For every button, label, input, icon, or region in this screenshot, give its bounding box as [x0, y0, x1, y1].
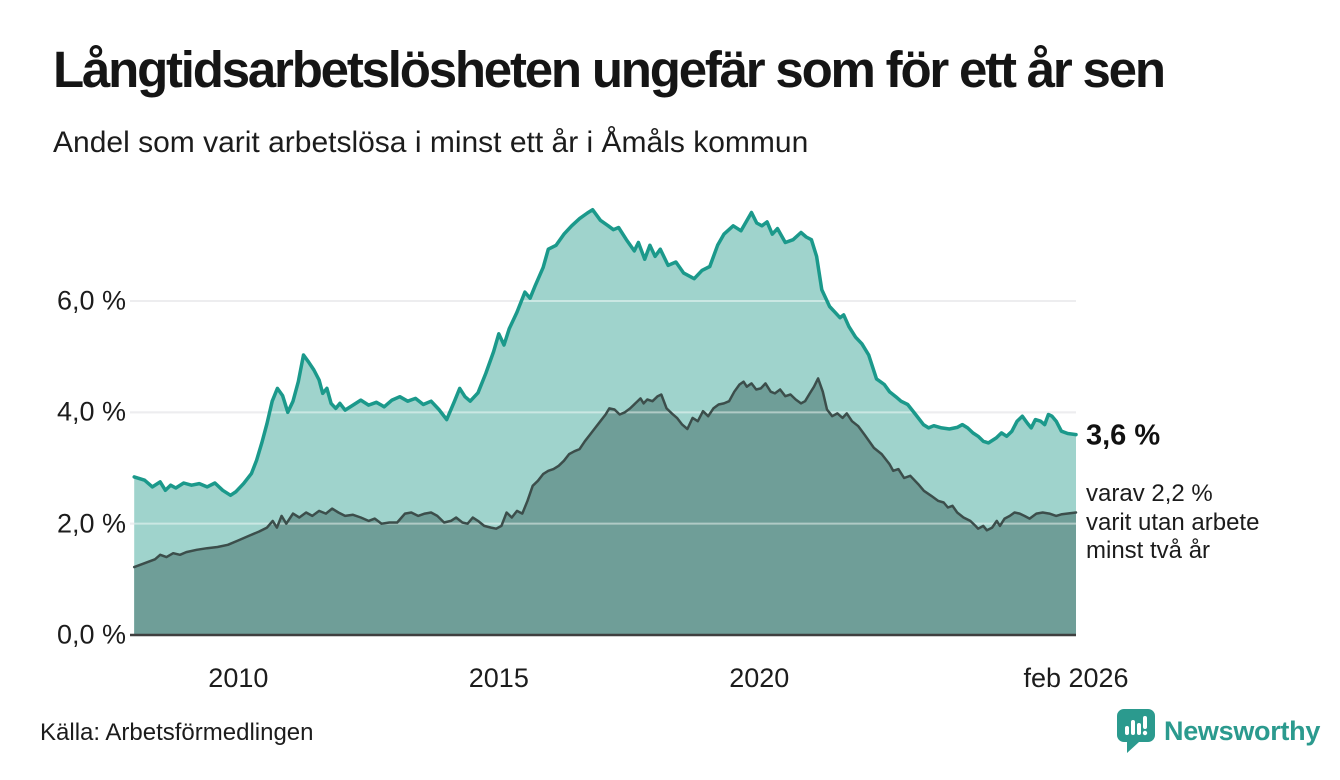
secondary-value-line: varav 2,2 %	[1086, 480, 1213, 507]
line-two-plus-years	[132, 377, 1078, 569]
y-tick-label: 6,0 %	[57, 285, 127, 316]
secondary-value-line: minst två år	[1086, 537, 1211, 564]
source-note: Källa: Arbetsförmedlingen	[40, 719, 314, 746]
area-two-plus-years	[134, 378, 1076, 635]
newsworthy-speech-bubble-icon	[1117, 709, 1155, 753]
x-tick-label: 2010	[208, 663, 269, 693]
secondary-value-line: varit utan arbete	[1086, 508, 1260, 536]
x-tick-label: 2020	[729, 663, 790, 693]
line-total-long-term	[132, 207, 1078, 498]
newsworthy-logo: Newsworthy	[1117, 709, 1320, 753]
y-tick-label: 0,0 %	[57, 619, 127, 650]
x-tick-label: 2015	[468, 663, 529, 693]
x-tick-label: feb 2026	[1023, 663, 1129, 693]
y-tick-label: 4,0 %	[57, 396, 127, 427]
secondary-value-label: varav 2,2 % varit utan arbete minst två …	[1086, 480, 1259, 566]
page-title: Långtidsarbetslösheten ungefär som för e…	[53, 41, 1166, 98]
y-tick-label: 2,0 %	[57, 508, 127, 539]
latest-value-label: 3,6 %	[1086, 419, 1161, 452]
newsworthy-wordmark: Newsworthy	[1164, 715, 1321, 746]
page-subtitle: Andel som varit arbetslösa i minst ett å…	[53, 126, 809, 159]
